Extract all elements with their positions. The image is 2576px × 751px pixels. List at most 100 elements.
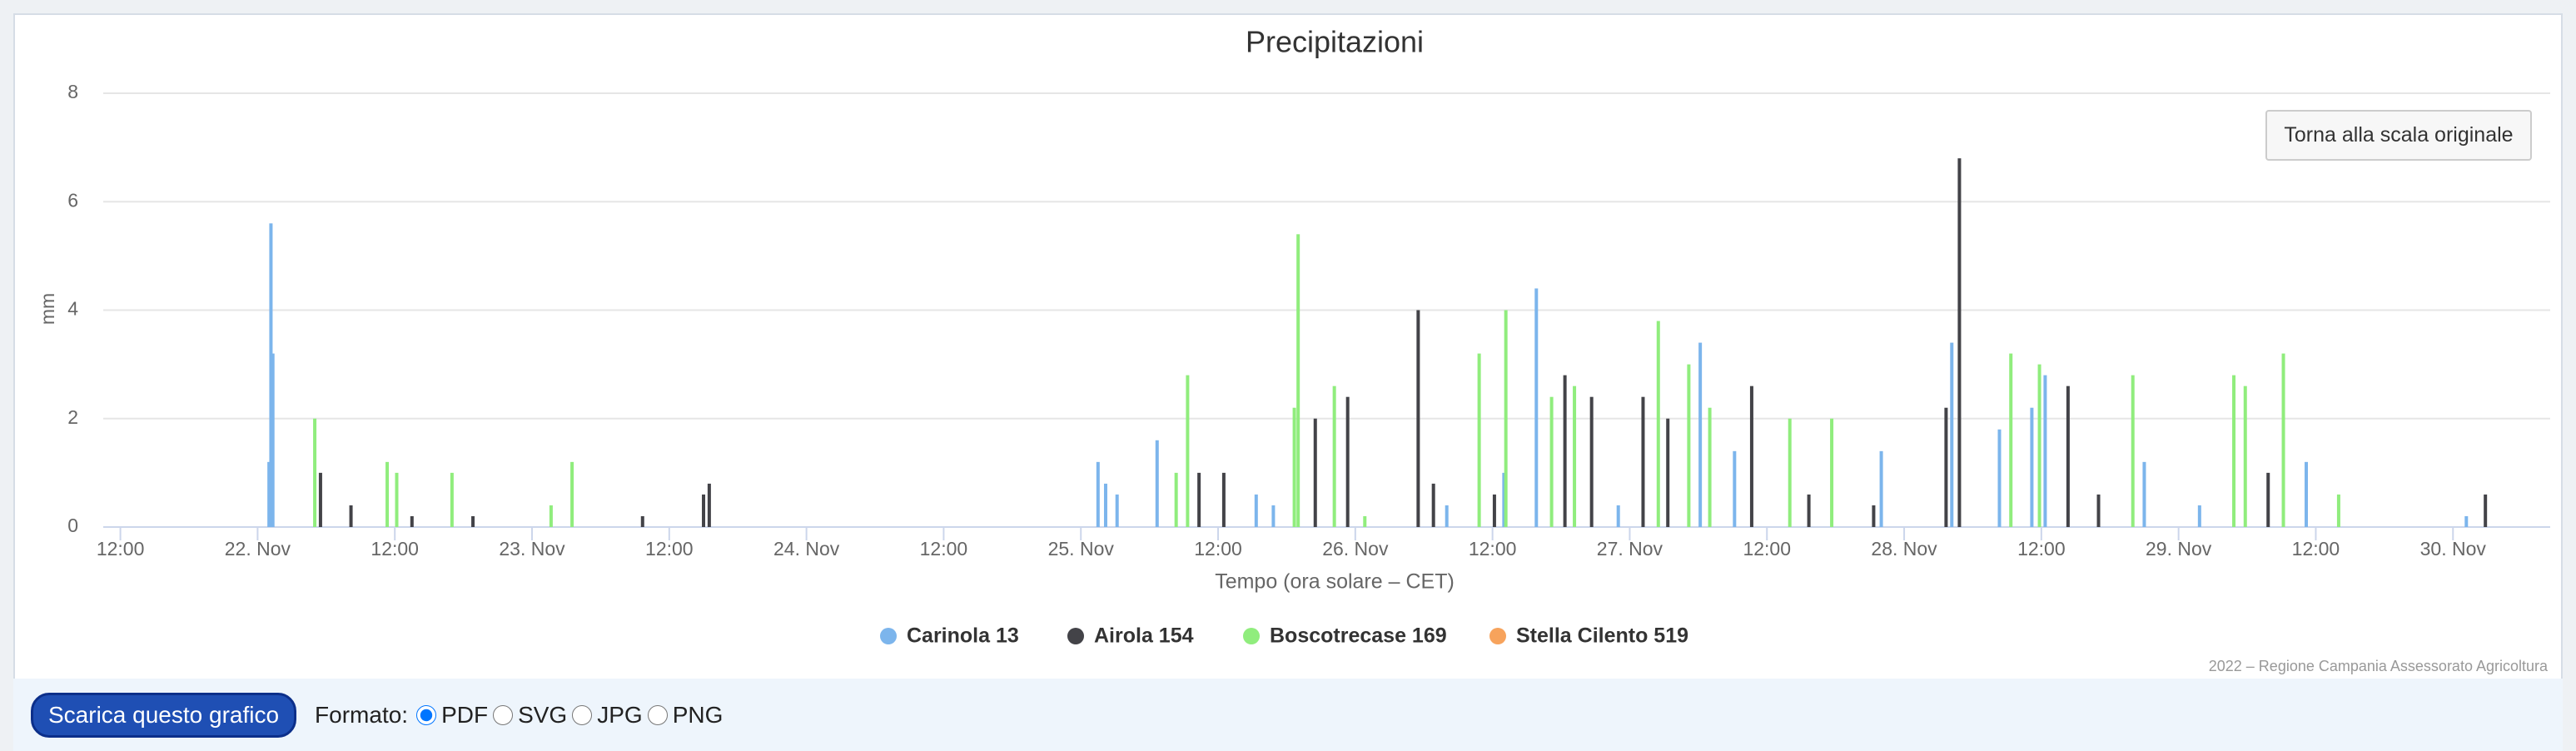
bar bbox=[1115, 494, 1119, 527]
bar bbox=[1708, 407, 1712, 527]
bar bbox=[1788, 418, 1792, 527]
x-tick-label: 12:00 bbox=[1194, 538, 1242, 560]
chart-card bbox=[13, 13, 2563, 751]
x-tick-label: 12:00 bbox=[645, 538, 694, 560]
x-tick-label: 12:00 bbox=[1469, 538, 1517, 560]
x-tick-label: 24. Nov bbox=[773, 538, 840, 560]
bar bbox=[2197, 505, 2201, 527]
format-text: PDF bbox=[441, 701, 489, 728]
format-option[interactable]: PNG bbox=[647, 702, 723, 729]
x-tick-label: 29. Nov bbox=[2146, 538, 2212, 560]
x-tick-label: 12:00 bbox=[2292, 538, 2340, 560]
toolbar: Scarica questo grafico Formato: PDF SVG JP… bbox=[13, 679, 2563, 751]
legend-marker bbox=[1489, 628, 1506, 644]
x-tick-label: 12:00 bbox=[2017, 538, 2066, 560]
x-tick-label: 28. Nov bbox=[1871, 538, 1937, 560]
y-tick-label: 2 bbox=[67, 406, 78, 428]
bar bbox=[1431, 483, 1435, 527]
bar bbox=[1534, 288, 1539, 527]
bar bbox=[1445, 505, 1449, 527]
chart: Precipitazioni mm Tempo (ora solare – CE… bbox=[37, 25, 2550, 674]
bar bbox=[2131, 375, 2135, 527]
format-option[interactable]: PDF bbox=[416, 702, 488, 729]
bar bbox=[267, 461, 271, 527]
format-radio[interactable] bbox=[647, 704, 668, 725]
legend-marker bbox=[1243, 628, 1260, 644]
download-button[interactable]: Scarica questo grafico bbox=[31, 692, 297, 738]
bar bbox=[1698, 342, 1703, 527]
bar bbox=[269, 223, 273, 527]
bar bbox=[2037, 364, 2041, 527]
bar bbox=[1292, 407, 1296, 527]
bar bbox=[1687, 364, 1691, 527]
y-tick-label: 8 bbox=[67, 81, 78, 102]
bar bbox=[410, 515, 414, 527]
y-axis-title: mm bbox=[37, 293, 58, 325]
legend-label: Carinola 13 bbox=[907, 624, 1019, 648]
bar bbox=[1641, 396, 1645, 527]
format-radio[interactable] bbox=[572, 704, 593, 725]
bar bbox=[1363, 515, 1367, 527]
bar bbox=[2484, 494, 2488, 527]
y-tick-label: 0 bbox=[67, 515, 78, 536]
format-radio[interactable] bbox=[493, 704, 514, 725]
bar bbox=[1573, 385, 1577, 527]
bar bbox=[1345, 396, 1350, 527]
format-label: Formato: bbox=[315, 701, 409, 728]
x-tick-label: 30. Nov bbox=[2420, 538, 2487, 560]
bar bbox=[1271, 505, 1276, 527]
x-tick-label: 12:00 bbox=[97, 538, 145, 560]
bar bbox=[1656, 321, 1660, 527]
bar bbox=[1944, 407, 1948, 527]
format-option[interactable]: SVG bbox=[493, 702, 567, 729]
x-tick-label: 22. Nov bbox=[225, 538, 291, 560]
format-radio[interactable] bbox=[416, 704, 437, 725]
format-text: JPG bbox=[597, 701, 643, 728]
bar bbox=[1155, 440, 1159, 527]
legend-label: Boscotrecase 169 bbox=[1270, 624, 1447, 648]
bar bbox=[549, 505, 553, 527]
legend-label: Stella Cilento 519 bbox=[1516, 624, 1688, 648]
bar bbox=[1477, 353, 1481, 527]
bar bbox=[640, 515, 644, 527]
bar bbox=[570, 461, 574, 527]
reset-zoom-button[interactable]: Torna alla scala originale bbox=[2265, 110, 2532, 161]
format-text: SVG bbox=[518, 701, 568, 728]
chart-title: Precipitazioni bbox=[1246, 25, 1424, 59]
bar bbox=[2336, 494, 2340, 527]
format-option[interactable]: JPG bbox=[572, 701, 643, 729]
bar bbox=[318, 472, 322, 527]
credits: 2022 – Regione Campania Assessorato Agri… bbox=[2209, 658, 2549, 674]
y-tick-label: 6 bbox=[67, 189, 78, 211]
bar bbox=[2066, 385, 2070, 527]
bar bbox=[1502, 472, 1506, 527]
bar bbox=[1504, 310, 1508, 527]
bar bbox=[1174, 472, 1178, 527]
x-tick-label: 27. Nov bbox=[1597, 538, 1663, 560]
bar bbox=[1549, 396, 1554, 527]
bar bbox=[395, 472, 399, 527]
bar bbox=[2043, 375, 2047, 527]
bar bbox=[2243, 385, 2247, 527]
x-tick-label: 23. Nov bbox=[499, 538, 565, 560]
bar bbox=[1221, 472, 1226, 527]
bar bbox=[2232, 375, 2236, 527]
bar bbox=[1096, 461, 1100, 527]
bar bbox=[1416, 310, 1420, 527]
bar bbox=[707, 483, 711, 527]
bar bbox=[1950, 342, 1954, 527]
bar bbox=[1830, 418, 1834, 527]
bar bbox=[1197, 472, 1201, 527]
bar bbox=[1879, 450, 1883, 527]
bar bbox=[385, 461, 390, 527]
legend-marker bbox=[1067, 628, 1084, 644]
bar bbox=[1957, 158, 1962, 527]
bar bbox=[2142, 461, 2146, 527]
bar bbox=[1186, 375, 1190, 527]
bar bbox=[1997, 429, 2002, 527]
legend-marker bbox=[880, 628, 897, 644]
bar bbox=[1733, 450, 1737, 527]
bar bbox=[1492, 494, 1496, 527]
bar bbox=[2009, 353, 2013, 527]
bar bbox=[2281, 353, 2285, 527]
